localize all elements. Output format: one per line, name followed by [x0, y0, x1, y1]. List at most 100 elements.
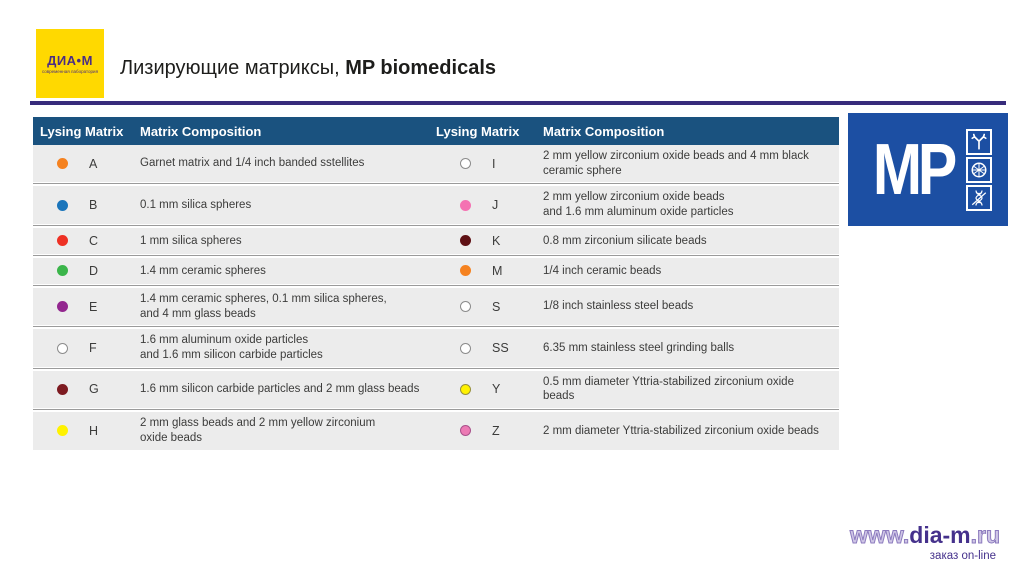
matrix-color-dot — [460, 235, 471, 247]
mp-logo-icons — [966, 128, 992, 211]
matrix-letter: A — [89, 156, 98, 171]
matrix-cell: Y — [436, 382, 543, 396]
header-divider-rule — [30, 101, 1006, 105]
matrix-cell: D — [33, 264, 140, 278]
matrix-color-dot — [460, 265, 471, 277]
matrix-composition: 1.4 mm ceramic spheres — [140, 264, 266, 277]
matrix-cell: F — [33, 341, 140, 355]
matrix-color-dot — [460, 342, 471, 354]
table-row: G 1.6 mm silicon carbide particles and 2… — [33, 370, 839, 409]
url-suffix: .ru — [970, 522, 1000, 548]
matrix-letter: F — [89, 341, 97, 356]
table-row: C 1 mm silica spheres K 0.8 mm zirconium… — [33, 227, 839, 254]
matrix-composition: 1.4 mm ceramic spheres, 0.1 mm silica sp… — [140, 292, 387, 320]
row-divider — [33, 223, 839, 228]
column-header-lysing-matrix-right: Lysing Matrix — [436, 123, 520, 139]
matrix-color-dot — [57, 235, 68, 247]
column-header-lysing-matrix-left: Lysing Matrix — [40, 123, 124, 139]
matrix-letter: I — [492, 156, 496, 171]
matrix-color-dot — [460, 158, 471, 170]
row-divider — [33, 283, 839, 288]
matrix-cell: S — [436, 300, 543, 314]
matrix-letter: Z — [492, 423, 500, 438]
matrix-cell: SS — [436, 341, 543, 355]
matrix-composition: 0.8 mm zirconium silicate beads — [543, 234, 707, 247]
matrix-color-dot — [460, 425, 471, 437]
matrix-color-dot — [460, 383, 471, 395]
matrix-letter: Y — [492, 382, 501, 397]
matrix-letter: M — [492, 263, 503, 278]
table-row: F 1.6 mm aluminum oxide particles and 1.… — [33, 329, 839, 367]
matrix-cell: M — [436, 264, 543, 278]
url-prefix: www. — [850, 522, 910, 548]
matrix-letter: H — [89, 423, 99, 438]
matrix-cell: C — [33, 234, 140, 248]
row-divider — [33, 182, 839, 187]
matrix-composition: 1.6 mm silicon carbide particles and 2 m… — [140, 383, 420, 396]
row-divider — [33, 366, 839, 371]
table-row: A Garnet matrix and 1/4 inch banded sste… — [33, 145, 839, 183]
row-divider — [33, 253, 839, 258]
matrix-composition: Garnet matrix and 1/4 inch banded sstell… — [140, 157, 365, 170]
matrix-color-dot — [460, 199, 471, 211]
matrix-cell: I — [436, 157, 543, 171]
table-row: H 2 mm glass beads and 2 mm yellow zirco… — [33, 412, 839, 450]
matrix-letter: S — [492, 299, 501, 314]
matrix-letter: SS — [492, 341, 509, 356]
dna-icon — [966, 184, 992, 211]
url-main: dia-m — [909, 522, 971, 548]
matrix-letter: J — [492, 198, 499, 213]
table-row: D 1.4 mm ceramic spheres M 1/4 inch cera… — [33, 257, 839, 284]
matrix-color-dot — [57, 342, 68, 354]
matrix-composition: 6.35 mm stainless steel grinding balls — [543, 341, 735, 354]
matrix-composition: 1.6 mm aluminum oxide particles and 1.6 … — [140, 334, 323, 362]
matrix-letter: C — [89, 233, 99, 248]
lysing-matrix-table: Lysing Matrix Matrix Composition Lysing … — [33, 117, 839, 450]
footer-tagline: заказ on-line — [929, 550, 996, 562]
diam-logo-subtext: современная лаборатория — [41, 69, 99, 74]
dia-m-url-link[interactable]: www.dia-m.ru — [850, 522, 1001, 548]
matrix-color-dot — [57, 158, 68, 170]
footer: www.dia-m.ru заказ on-line — [850, 522, 1001, 562]
table-row: E 1.4 mm ceramic spheres, 0.1 mm silica … — [33, 287, 839, 326]
page-title-bold: MP biomedicals — [345, 57, 496, 79]
matrix-composition: 2 mm diameter Yttria-stabilized zirconiu… — [543, 424, 819, 437]
matrix-cell: G — [33, 382, 140, 396]
matrix-composition: 1/8 inch stainless steel beads — [543, 300, 694, 313]
sphere-icon — [966, 156, 992, 183]
matrix-letter: B — [89, 198, 98, 213]
matrix-cell: E — [33, 300, 140, 314]
matrix-cell: B — [33, 198, 140, 212]
diam-logo-text: ДИА•М — [47, 53, 93, 68]
matrix-cell: H — [33, 424, 140, 438]
matrix-color-dot — [57, 383, 68, 395]
matrix-color-dot — [57, 425, 68, 437]
matrix-color-dot — [57, 265, 68, 277]
antibody-icon — [966, 128, 992, 155]
row-divider — [33, 408, 839, 413]
matrix-composition: 2 mm glass beads and 2 mm yellow zirconi… — [140, 417, 376, 444]
matrix-letter: D — [89, 263, 99, 278]
matrix-composition: 0.1 mm silica spheres — [140, 198, 252, 211]
matrix-color-dot — [460, 301, 471, 313]
row-divider — [33, 325, 839, 330]
table-row: B 0.1 mm silica spheres J 2 mm yellow zi… — [33, 186, 839, 224]
matrix-letter: K — [492, 233, 501, 248]
page-title: Лизирующие матриксы, MP biomedicals — [120, 57, 496, 80]
matrix-composition: 0.5 mm diameter Yttria-stabilized zircon… — [543, 375, 794, 403]
matrix-cell: J — [436, 198, 543, 212]
matrix-composition: 1 mm silica spheres — [140, 234, 242, 247]
matrix-letter: G — [89, 382, 99, 397]
matrix-color-dot — [57, 199, 68, 211]
page-title-regular: Лизирующие матриксы, — [120, 57, 346, 79]
mp-logo-text: MP — [872, 129, 957, 210]
diam-logo: ДИА•М современная лаборатория — [36, 29, 104, 98]
matrix-composition: 2 mm yellow zirconium oxide beads and 1.… — [543, 191, 734, 219]
matrix-color-dot — [57, 301, 68, 313]
matrix-cell: Z — [436, 424, 543, 438]
column-header-matrix-composition-right: Matrix Composition — [543, 123, 665, 139]
matrix-cell: A — [33, 157, 140, 171]
column-header-matrix-composition-left: Matrix Composition — [140, 123, 262, 139]
matrix-letter: E — [89, 299, 98, 314]
matrix-composition: 2 mm yellow zirconium oxide beads and 4 … — [543, 150, 809, 177]
